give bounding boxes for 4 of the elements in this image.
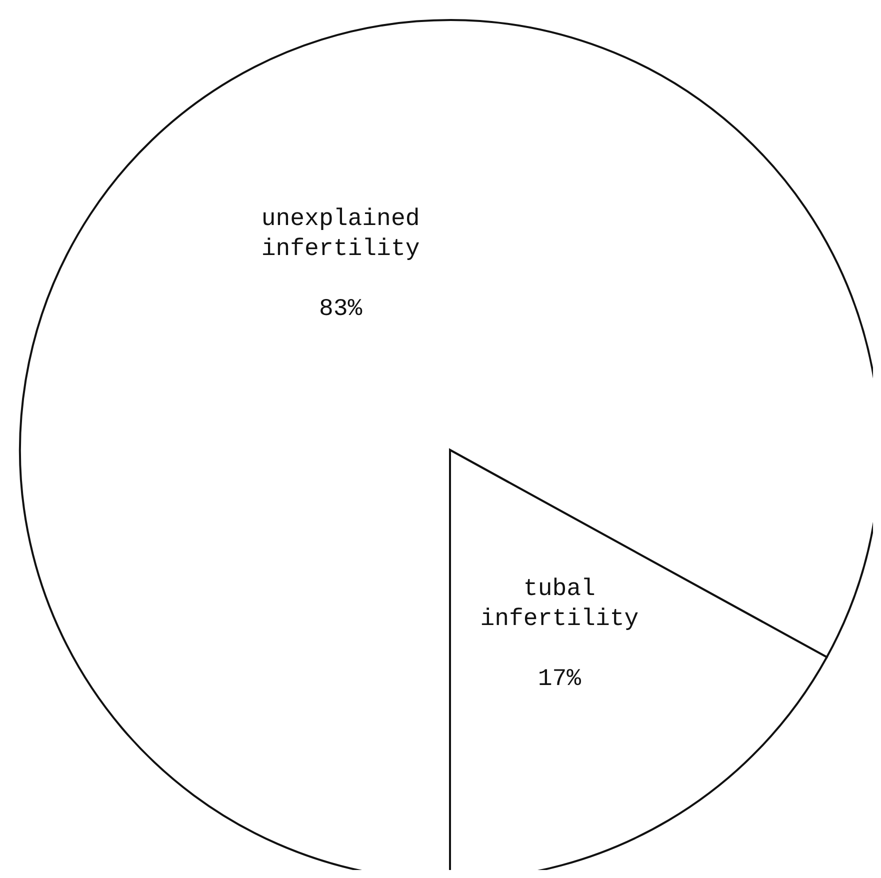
slice-label: unexplained infertility — [261, 206, 420, 263]
slice-label: tubal infertility — [480, 576, 639, 634]
data-label: 83% — [318, 296, 363, 323]
data-label: 17% — [538, 666, 582, 694]
